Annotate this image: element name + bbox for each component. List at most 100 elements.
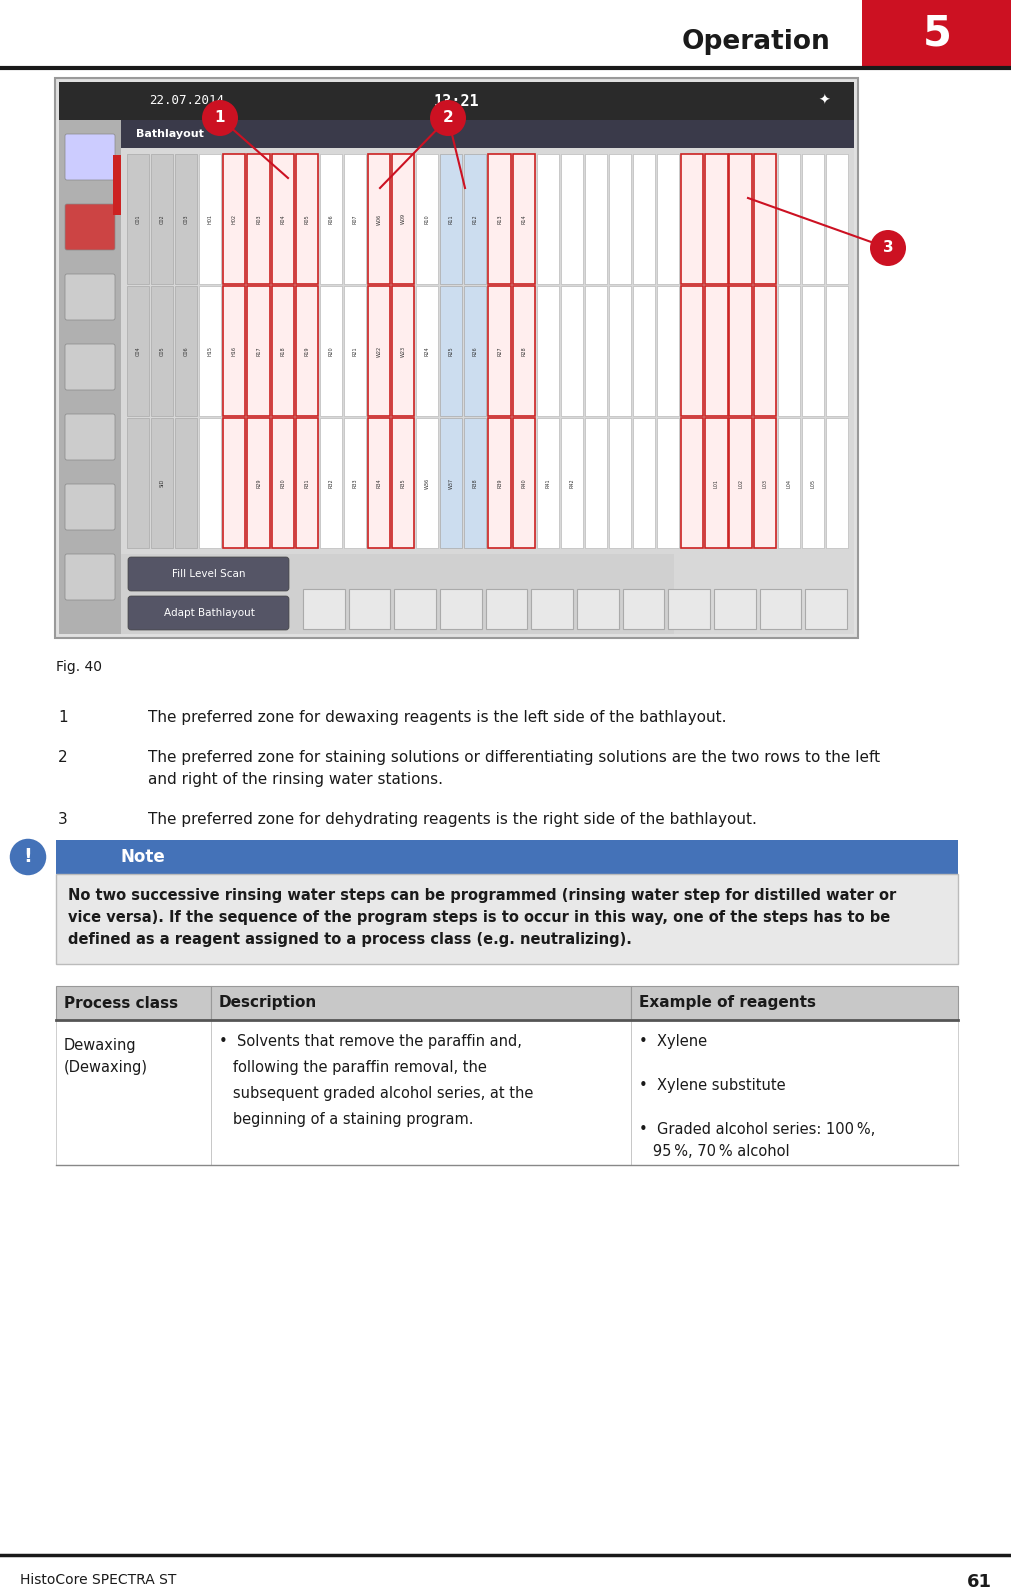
Text: C06: C06 — [184, 346, 189, 356]
FancyBboxPatch shape — [302, 589, 345, 628]
Text: H01: H01 — [207, 214, 212, 223]
Text: R32: R32 — [328, 478, 333, 488]
FancyBboxPatch shape — [248, 418, 269, 549]
FancyBboxPatch shape — [513, 155, 534, 284]
FancyBboxPatch shape — [126, 155, 149, 284]
FancyBboxPatch shape — [121, 553, 673, 633]
FancyBboxPatch shape — [680, 286, 703, 416]
Text: 3: 3 — [58, 812, 68, 826]
FancyBboxPatch shape — [127, 597, 289, 630]
FancyBboxPatch shape — [464, 155, 486, 284]
Text: R26: R26 — [472, 346, 477, 356]
FancyBboxPatch shape — [391, 155, 413, 284]
Circle shape — [202, 100, 238, 136]
Text: and right of the rinsing water stations.: and right of the rinsing water stations. — [148, 772, 443, 786]
Text: The preferred zone for dehydrating reagents is the right side of the bathlayout.: The preferred zone for dehydrating reage… — [148, 812, 756, 826]
Text: R10: R10 — [425, 214, 430, 223]
Text: 61: 61 — [967, 1573, 991, 1590]
Text: Note: Note — [121, 849, 166, 866]
FancyBboxPatch shape — [151, 286, 173, 416]
FancyBboxPatch shape — [65, 204, 115, 250]
FancyBboxPatch shape — [126, 286, 149, 416]
FancyBboxPatch shape — [65, 345, 115, 391]
FancyBboxPatch shape — [175, 155, 197, 284]
FancyBboxPatch shape — [223, 418, 246, 549]
Text: •  Graded alcohol series: 100 %,: • Graded alcohol series: 100 %, — [638, 1121, 875, 1137]
FancyBboxPatch shape — [151, 155, 173, 284]
FancyBboxPatch shape — [825, 155, 847, 284]
Text: L05: L05 — [810, 478, 815, 488]
Text: R33: R33 — [352, 478, 357, 488]
Text: W06: W06 — [376, 214, 381, 225]
FancyBboxPatch shape — [753, 155, 775, 284]
Circle shape — [5, 834, 51, 880]
Text: W36: W36 — [425, 477, 430, 488]
FancyBboxPatch shape — [776, 286, 799, 416]
Text: !: ! — [23, 847, 32, 866]
Text: HistoCore SPECTRA ST: HistoCore SPECTRA ST — [20, 1573, 176, 1587]
FancyBboxPatch shape — [776, 155, 799, 284]
Text: R04: R04 — [280, 214, 285, 223]
Text: L02: L02 — [737, 478, 742, 488]
FancyBboxPatch shape — [584, 418, 607, 549]
FancyBboxPatch shape — [175, 286, 197, 416]
FancyBboxPatch shape — [440, 418, 462, 549]
Text: R35: R35 — [400, 478, 405, 488]
Text: 13:21: 13:21 — [434, 94, 479, 108]
FancyBboxPatch shape — [368, 418, 389, 549]
FancyBboxPatch shape — [319, 155, 342, 284]
Text: Process class: Process class — [64, 995, 178, 1011]
FancyBboxPatch shape — [416, 286, 438, 416]
Circle shape — [869, 230, 905, 266]
FancyBboxPatch shape — [633, 155, 654, 284]
Text: R41: R41 — [545, 478, 550, 488]
FancyBboxPatch shape — [464, 286, 486, 416]
FancyBboxPatch shape — [705, 418, 727, 549]
FancyBboxPatch shape — [440, 589, 481, 628]
FancyBboxPatch shape — [656, 418, 678, 549]
FancyBboxPatch shape — [560, 418, 582, 549]
Text: •  Xylene: • Xylene — [638, 1034, 707, 1050]
Text: SID: SID — [160, 478, 165, 486]
FancyBboxPatch shape — [759, 589, 801, 628]
Text: R25: R25 — [449, 346, 453, 356]
Text: Fig. 40: Fig. 40 — [56, 660, 102, 675]
Text: R40: R40 — [521, 478, 526, 488]
FancyBboxPatch shape — [805, 589, 846, 628]
FancyBboxPatch shape — [609, 418, 631, 549]
Text: R06: R06 — [328, 214, 333, 223]
FancyBboxPatch shape — [536, 286, 558, 416]
FancyBboxPatch shape — [199, 155, 221, 284]
FancyBboxPatch shape — [440, 155, 462, 284]
Text: 1: 1 — [58, 710, 68, 726]
FancyBboxPatch shape — [368, 286, 389, 416]
Text: R05: R05 — [304, 214, 309, 223]
Text: 2: 2 — [442, 110, 453, 126]
Text: Fill Level Scan: Fill Level Scan — [172, 569, 246, 579]
Text: R42: R42 — [569, 478, 574, 488]
FancyBboxPatch shape — [861, 0, 1011, 69]
Text: 5: 5 — [922, 13, 950, 54]
FancyBboxPatch shape — [416, 418, 438, 549]
FancyBboxPatch shape — [801, 155, 823, 284]
FancyBboxPatch shape — [536, 418, 558, 549]
FancyBboxPatch shape — [609, 286, 631, 416]
FancyBboxPatch shape — [656, 286, 678, 416]
Text: R30: R30 — [280, 478, 285, 488]
Text: No two successive rinsing water steps can be programmed (rinsing water step for : No two successive rinsing water steps ca… — [68, 888, 896, 903]
Text: C03: C03 — [184, 214, 189, 223]
FancyBboxPatch shape — [513, 286, 534, 416]
FancyBboxPatch shape — [464, 418, 486, 549]
FancyBboxPatch shape — [210, 986, 631, 1019]
FancyBboxPatch shape — [488, 286, 511, 416]
FancyBboxPatch shape — [560, 286, 582, 416]
Text: Dewaxing: Dewaxing — [64, 1038, 136, 1053]
FancyBboxPatch shape — [121, 120, 853, 633]
FancyBboxPatch shape — [319, 418, 342, 549]
FancyBboxPatch shape — [344, 418, 366, 549]
FancyBboxPatch shape — [248, 155, 269, 284]
Text: Example of reagents: Example of reagents — [638, 995, 815, 1011]
FancyBboxPatch shape — [56, 841, 957, 874]
Text: Adapt Bathlayout: Adapt Bathlayout — [164, 608, 254, 617]
FancyBboxPatch shape — [56, 986, 210, 1019]
